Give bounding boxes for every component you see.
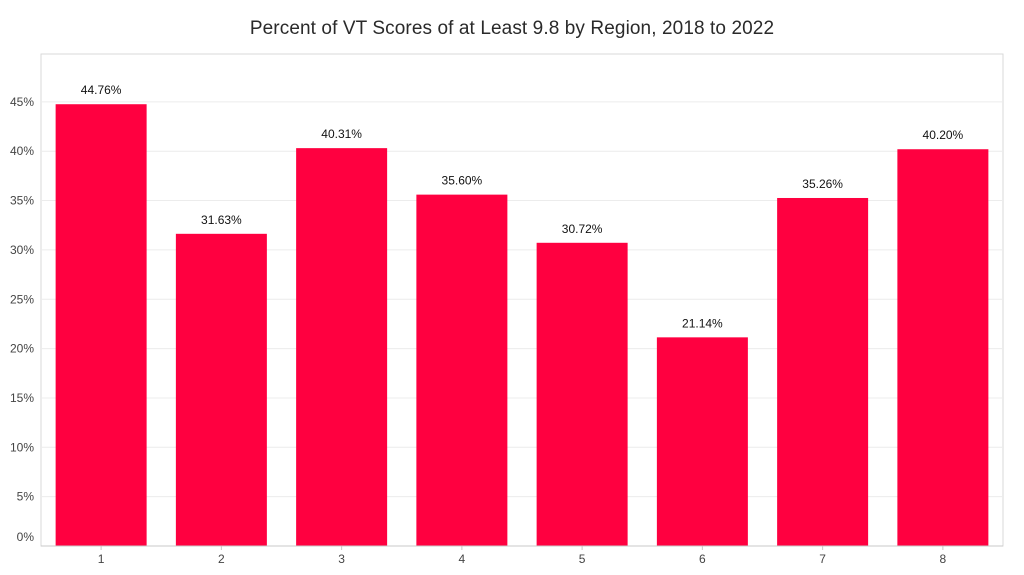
- chart-title: Percent of VT Scores of at Least 9.8 by …: [249, 18, 775, 39]
- bar: [536, 242, 628, 547]
- y-tick-label: 25%: [10, 292, 34, 306]
- y-tick-label: 20%: [10, 342, 34, 356]
- data-label: 40.20%: [923, 128, 964, 142]
- data-label: 44.76%: [81, 83, 122, 97]
- data-label: 31.63%: [201, 213, 242, 227]
- y-tick-label: 40%: [10, 144, 34, 158]
- data-label: 35.26%: [802, 177, 843, 191]
- bar: [656, 337, 748, 546]
- y-tick-label: 0%: [17, 530, 35, 544]
- bar: [416, 194, 508, 547]
- bar: [55, 104, 147, 546]
- x-tick-label: 4: [459, 552, 466, 566]
- x-tick-label: 8: [940, 552, 947, 566]
- x-tick-label: 7: [819, 552, 826, 566]
- y-tick-label: 5%: [17, 490, 35, 504]
- y-tick-label: 35%: [10, 194, 34, 208]
- y-tick-label: 15%: [10, 391, 34, 405]
- x-tick-label: 5: [579, 552, 586, 566]
- x-tick-label: 6: [699, 552, 706, 566]
- x-tick-label: 3: [338, 552, 345, 566]
- data-label: 21.14%: [682, 316, 723, 330]
- x-tick-label: 1: [98, 552, 105, 566]
- x-axis-ticks: 1 2 3 4 5 6 7 8: [98, 546, 947, 566]
- data-label: 40.31%: [321, 127, 362, 141]
- bar: [777, 197, 869, 546]
- bar: [296, 148, 388, 546]
- data-labels: 44.76% 31.63% 40.31% 35.60% 30.72% 21.14% 35.2…: [81, 83, 964, 330]
- bar: [897, 149, 989, 546]
- bar: [175, 233, 267, 547]
- x-tick-label: 2: [218, 552, 225, 566]
- data-label: 30.72%: [562, 222, 603, 236]
- y-tick-label: 30%: [10, 243, 34, 257]
- y-axis-ticks: 0% 5% 10% 15% 20% 25% 30% 35% 40% 45%: [10, 95, 34, 544]
- bars: [55, 104, 989, 547]
- y-tick-label: 45%: [10, 95, 34, 109]
- y-tick-label: 10%: [10, 440, 34, 454]
- data-label: 35.60%: [442, 174, 483, 188]
